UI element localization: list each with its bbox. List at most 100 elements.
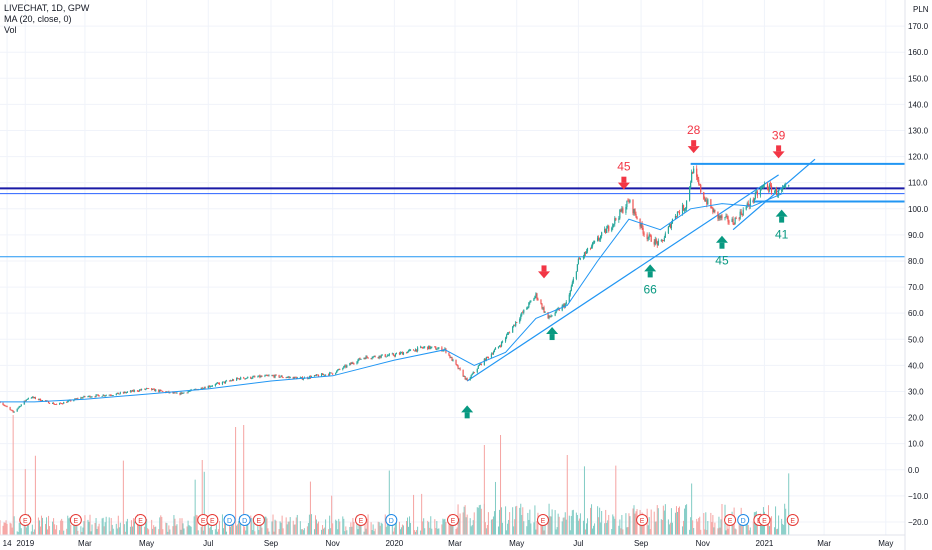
candle-body: [377, 357, 379, 358]
event-marker-label: E: [790, 518, 795, 525]
up-arrow-icon: [715, 235, 728, 243]
trend-lines[interactable]: [466, 158, 816, 382]
candle-body: [487, 356, 489, 358]
candle-body: [761, 186, 764, 188]
volume-bar: [38, 520, 40, 535]
earnings-marker[interactable]: E: [724, 514, 737, 526]
volume-bar: [258, 529, 260, 535]
candle-body: [627, 200, 629, 202]
earnings-marker[interactable]: E: [636, 514, 649, 526]
event-marker-circle: [69, 514, 82, 526]
candle-body: [145, 388, 147, 390]
candle-body: [123, 391, 125, 394]
event-marker-circle: [636, 514, 649, 526]
candle-body: [608, 226, 610, 231]
earnings-marker[interactable]: E: [134, 514, 147, 526]
volume-bar: [307, 522, 309, 535]
candle-body: [289, 377, 291, 378]
earnings-marker[interactable]: E: [206, 514, 219, 526]
horizontal-lines[interactable]: 117.2107.8105.8102.881.6: [0, 157, 932, 263]
volume-bar: [776, 529, 778, 535]
candle-body: [727, 216, 729, 222]
candle-body: [400, 352, 403, 354]
candle-body: [773, 191, 776, 193]
candle-body: [585, 251, 588, 254]
candle-body: [183, 392, 185, 394]
candle-body: [628, 201, 630, 203]
volume-bar: [686, 504, 688, 535]
candle-body: [392, 353, 394, 356]
annotation-label: 66: [644, 282, 658, 296]
ma-indicator-label[interactable]: MA (20, close, 0): [4, 14, 72, 24]
dividend-marker[interactable]: D: [737, 514, 750, 526]
earnings-marker[interactable]: E: [447, 514, 460, 526]
volume-bar: [81, 531, 83, 535]
dividend-marker[interactable]: D: [223, 514, 236, 526]
earnings-marker[interactable]: E: [786, 514, 799, 526]
volume-bar: [370, 522, 372, 535]
candle-body: [214, 384, 216, 386]
candle-body: [499, 346, 502, 347]
down-arrow-annotation: 45: [617, 160, 631, 190]
candle-body: [412, 349, 415, 351]
candle-body: [416, 349, 418, 352]
candle-body: [152, 388, 154, 390]
symbol-title[interactable]: LIVECHAT, 1D, GPW: [4, 3, 90, 13]
candle-body: [96, 394, 98, 396]
candle-body: [81, 397, 83, 399]
volume-bar: [30, 531, 32, 535]
volume-bar: [620, 528, 622, 535]
volume-bar: [455, 528, 457, 535]
candle-body: [413, 350, 416, 352]
volume-bar: [490, 519, 492, 535]
volume-indicator-label[interactable]: Vol: [4, 25, 17, 35]
earnings-marker[interactable]: E: [758, 514, 771, 526]
candle-body: [516, 322, 518, 323]
earnings-marker[interactable]: E: [19, 514, 32, 526]
dividend-marker[interactable]: D: [238, 514, 251, 526]
candle-body: [674, 215, 677, 220]
volume-bar: [153, 525, 155, 535]
y-tick-label: 80.0: [908, 257, 924, 266]
earnings-marker[interactable]: E: [354, 514, 367, 526]
volume-bar: [254, 531, 256, 535]
candle-body: [189, 390, 191, 392]
volume-bar: [394, 520, 396, 535]
candle-body: [739, 211, 741, 219]
event-markers[interactable]: EEEEEDDEEDEEEEDEEE: [19, 514, 799, 526]
earnings-marker[interactable]: E: [537, 514, 549, 526]
volume-bar: [443, 519, 445, 535]
candle-body: [407, 350, 410, 352]
volume-bar: [214, 529, 216, 535]
down-arrow-icon: [538, 271, 551, 279]
volume-bar: [387, 522, 389, 535]
ma-line: [0, 192, 784, 403]
volume-bar: [549, 516, 551, 535]
volume-bar: [554, 510, 556, 535]
volume-bar: [10, 523, 12, 535]
candle-body: [470, 375, 472, 378]
down-arrow-icon: [617, 182, 630, 190]
volume-bar: [564, 512, 566, 535]
event-marker-circle: [223, 514, 236, 526]
volume-bar: [584, 529, 586, 535]
earnings-marker[interactable]: E: [252, 514, 265, 526]
volume-bar: [771, 516, 773, 535]
candle-body: [534, 296, 536, 299]
volume-bar: [498, 526, 500, 535]
earnings-marker[interactable]: E: [69, 514, 82, 526]
candle-body: [204, 387, 206, 389]
candle-body: [746, 203, 748, 207]
volume-bar: [748, 530, 750, 535]
candle-body: [564, 303, 566, 308]
volume-bar: [215, 518, 217, 535]
volume-bar: [261, 527, 263, 535]
dividend-marker[interactable]: D: [385, 514, 398, 526]
candle-body: [598, 237, 600, 240]
candle-body: [138, 389, 141, 392]
volume-bar: [632, 508, 634, 535]
candle-body: [132, 390, 135, 392]
volume-bar: [246, 522, 248, 535]
candle-body: [2, 402, 4, 405]
